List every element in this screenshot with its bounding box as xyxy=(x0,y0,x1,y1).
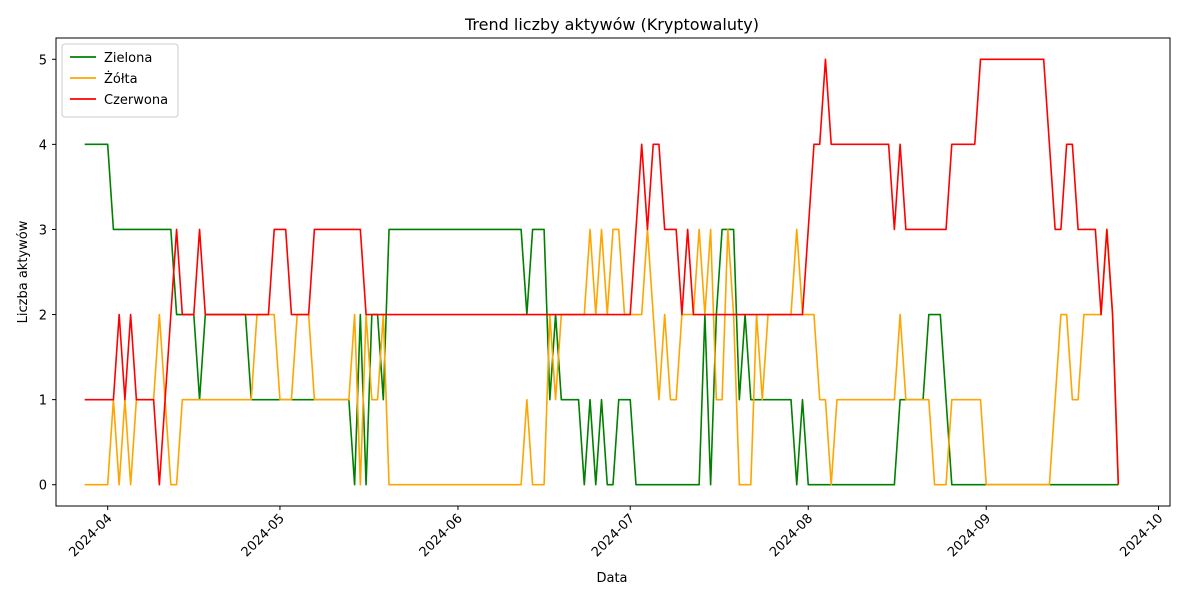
y-tick-label: 0 xyxy=(39,479,47,494)
y-tick-label: 3 xyxy=(39,223,47,238)
legend-label-czerwona: Czerwona xyxy=(104,93,168,108)
y-tick-label: 1 xyxy=(39,394,47,409)
legend-label-zielona: Zielona xyxy=(104,51,152,66)
y-axis-label: Liczba aktywów xyxy=(16,220,31,323)
legend-label-żółta: Żółta xyxy=(104,71,138,87)
x-axis-label: Data xyxy=(596,571,627,586)
y-tick-label: 2 xyxy=(39,309,47,324)
y-tick-label: 5 xyxy=(39,53,47,68)
series-line-czerwona xyxy=(84,58,1120,486)
series-line-zielona xyxy=(84,143,1119,486)
plot-frame xyxy=(55,37,1171,507)
series-line-żółta xyxy=(84,228,1120,486)
y-tick-label: 4 xyxy=(39,138,47,153)
legend: Zielona Żółta Czerwona xyxy=(61,43,179,118)
y-axis: 0 1 2 3 4 5 xyxy=(39,53,56,494)
series-layer xyxy=(84,58,1120,486)
chart-title: Trend liczby aktywów (Kryptowaluty) xyxy=(464,15,759,34)
